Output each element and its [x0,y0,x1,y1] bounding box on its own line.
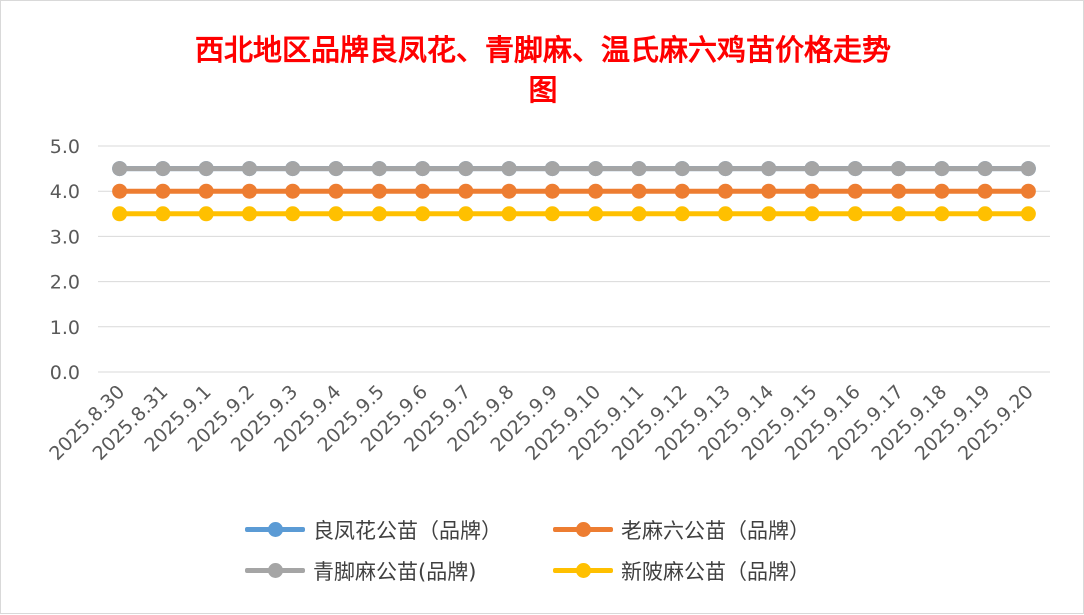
series-3-point-8 [458,161,474,177]
series-3 [112,161,1036,177]
series-4-point-12 [631,206,647,222]
series-3-point-5 [328,161,344,177]
series-2-point-6 [371,183,387,199]
series-2-point-0 [112,183,128,199]
chart-title-line-2: 图 [528,73,558,107]
series-4-point-14 [717,206,733,222]
y-tick-label-0: 0.0 [50,362,80,384]
legend-item-series-3[interactable]: 青脚麻公苗(品牌) [245,556,476,586]
series-2-point-15 [761,183,777,199]
series-2-point-5 [328,183,344,199]
series-4 [112,206,1036,222]
series-4-point-2 [198,206,214,222]
series-3-point-7 [415,161,431,177]
series-2-point-2 [198,183,214,199]
series-4-point-10 [544,206,560,222]
series-3-point-4 [285,161,301,177]
series-2-point-19 [934,183,950,199]
series-3-point-17 [847,161,863,177]
series-2-point-16 [804,183,820,199]
series-3-point-0 [112,161,128,177]
legend-swatch-2 [553,515,613,545]
series-2-point-9 [501,183,517,199]
y-tick-label-5: 5.0 [50,136,80,158]
series-2-point-1 [155,183,171,199]
series-2-point-18 [891,183,907,199]
series-2-point-20 [977,183,993,199]
y-tick-label-1: 1.0 [50,317,80,339]
x-axis-tick-labels: 2025.8.302025.8.312025.9.12025.9.22025.9… [45,381,1038,465]
legend-label-3: 青脚麻公苗(品牌) [313,560,477,584]
series-4-point-4 [285,206,301,222]
legend-label-4: 新陂麻公苗（品牌） [621,560,810,584]
legend-item-series-2[interactable]: 老麻六公苗（品牌） [553,515,810,545]
y-tick-label-4: 4.0 [50,181,80,203]
series-4-point-3 [241,206,257,222]
legend-label-2: 老麻六公苗（品牌） [621,519,810,543]
series-4-point-9 [501,206,517,222]
series-4-point-11 [588,206,604,222]
series-2-point-13 [674,183,690,199]
series-4-point-8 [458,206,474,222]
series-4-point-19 [934,206,950,222]
series-3-point-12 [631,161,647,177]
legend-swatch-3 [245,556,305,586]
series-2-point-7 [415,183,431,199]
series-2-point-4 [285,183,301,199]
legend-label-1: 良凤花公苗（品牌） [313,519,502,543]
legend-item-series-4[interactable]: 新陂麻公苗（品牌） [553,556,810,586]
series-3-point-1 [155,161,171,177]
series-3-point-18 [891,161,907,177]
series-2-point-17 [847,183,863,199]
series-2-point-12 [631,183,647,199]
series-3-point-3 [241,161,257,177]
series-3-point-15 [761,161,777,177]
series-4-point-13 [674,206,690,222]
y-tick-label-2: 2.0 [50,272,80,294]
series-4-point-16 [804,206,820,222]
series-3-point-6 [371,161,387,177]
series-2-point-10 [544,183,560,199]
legend-swatch-4 [553,556,613,586]
series-4-point-1 [155,206,171,222]
legend-marker-4 [576,563,591,578]
series-4-point-6 [371,206,387,222]
series-3-point-20 [977,161,993,177]
series-4-point-20 [977,206,993,222]
series-3-point-10 [544,161,560,177]
series-3-point-11 [588,161,604,177]
series-3-point-16 [804,161,820,177]
series-2-point-14 [717,183,733,199]
series-4-point-15 [761,206,777,222]
series-3-point-19 [934,161,950,177]
series-3-point-13 [674,161,690,177]
legend-swatch-1 [245,515,305,545]
series-3-point-2 [198,161,214,177]
series-3-point-9 [501,161,517,177]
series-4-point-0 [112,206,128,222]
series-3-point-14 [717,161,733,177]
series-2-point-11 [588,183,604,199]
chart-title-line-1: 西北地区品牌良凤花、青脚麻、温氏麻六鸡苗价格走势 [194,33,891,67]
legend-marker-1 [268,522,283,537]
series-4-point-5 [328,206,344,222]
series-3-point-21 [1020,161,1036,177]
series-4-point-7 [415,206,431,222]
gridlines [98,145,1050,373]
y-axis-tick-labels: 0.0 1.0 2.0 3.0 4.0 5.0 [50,136,80,384]
legend-item-series-1[interactable]: 良凤花公苗（品牌） [245,515,502,545]
y-tick-label-3: 3.0 [50,226,80,248]
series-4-point-21 [1020,206,1036,222]
series-4-point-17 [847,206,863,222]
series-2-point-8 [458,183,474,199]
legend-marker-3 [268,563,283,578]
series-lines [112,161,1036,222]
legend-marker-2 [576,522,591,537]
series-2 [112,183,1036,199]
series-2-point-3 [241,183,257,199]
series-2-point-21 [1020,183,1036,199]
series-4-point-18 [891,206,907,222]
